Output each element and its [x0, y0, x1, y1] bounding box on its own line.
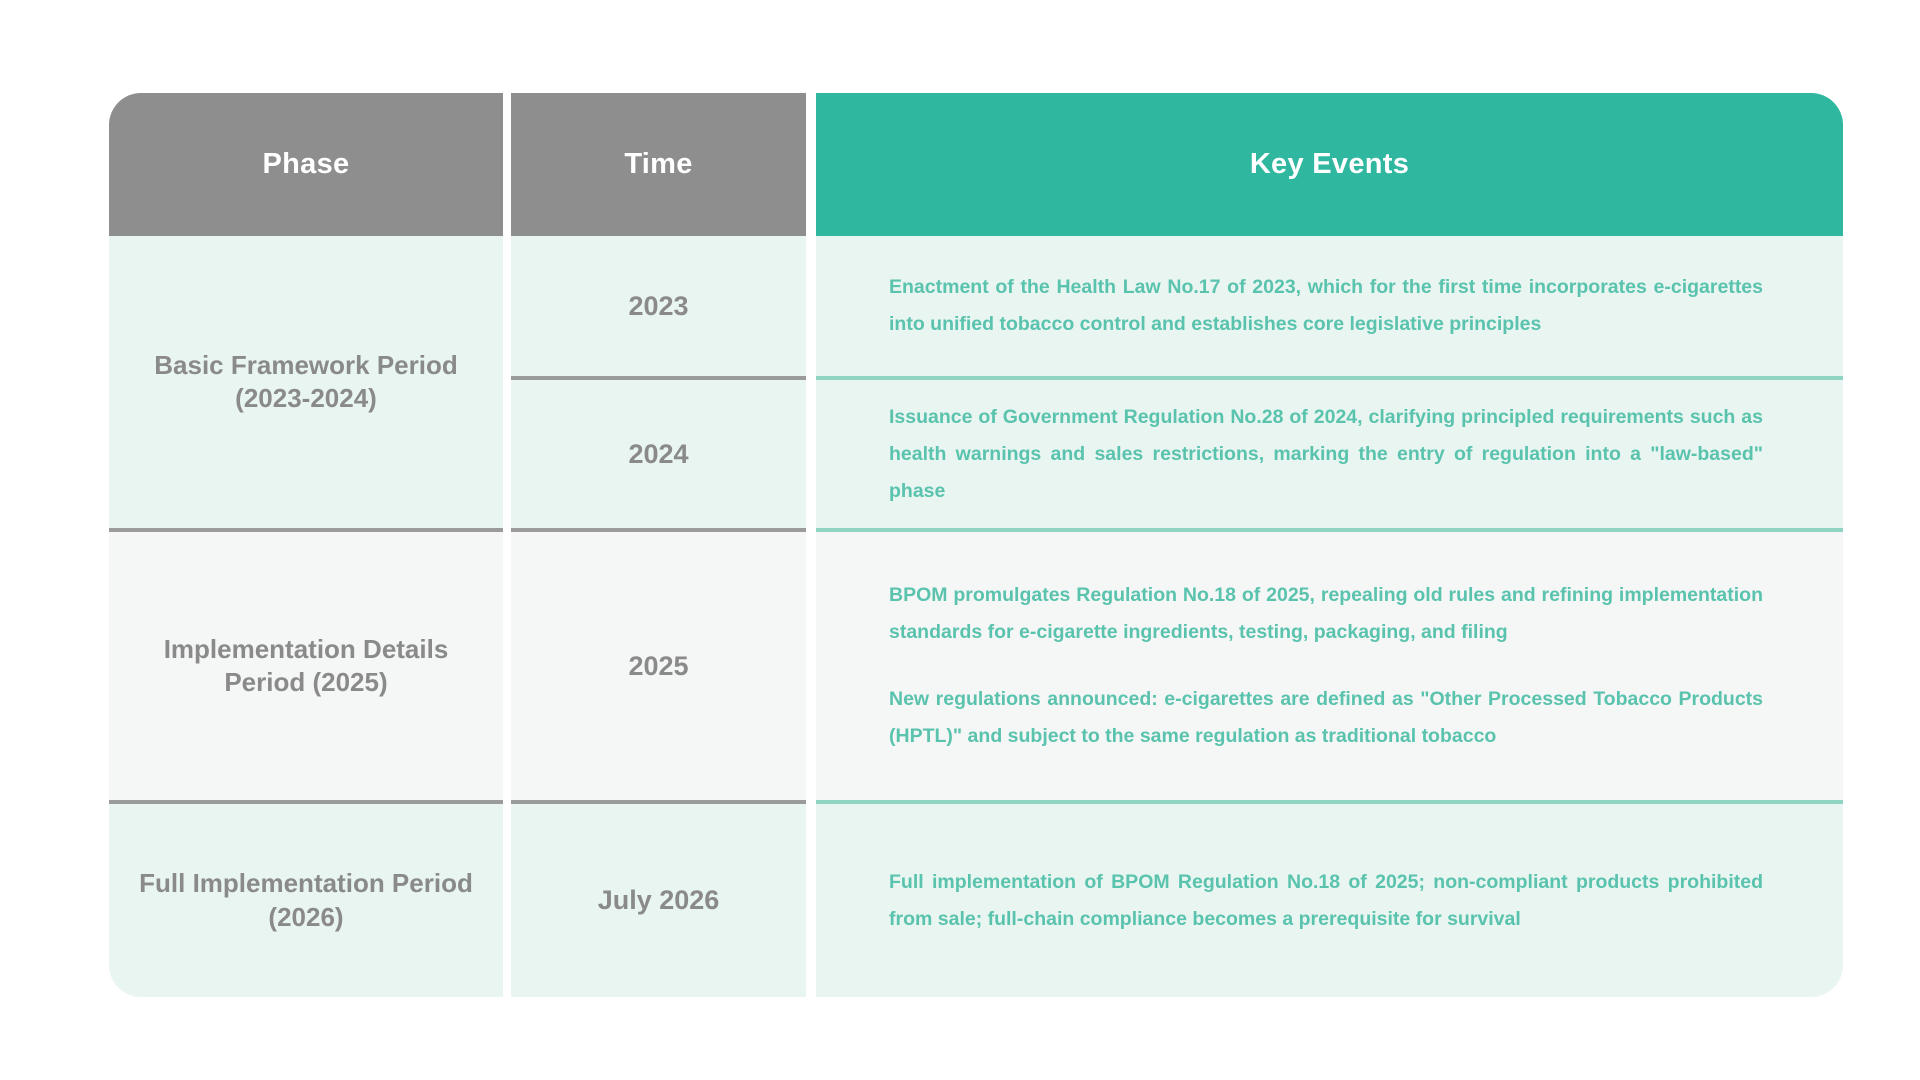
time-value: July 2026: [597, 885, 720, 915]
event-cell-2024: Issuance of Government Regulation No.28 …: [816, 376, 1843, 528]
regulation-timeline-table: Phase Basic Framework Period (2023-2024)…: [109, 93, 1843, 997]
column-gap: [806, 93, 816, 997]
time-cell-july-2026: July 2026: [511, 800, 806, 997]
phase-label: Implementation Details Period (2025): [163, 633, 449, 697]
key-events-column-header: Key Events: [816, 93, 1843, 236]
event-paragraph: Full implementation of BPOM Regulation N…: [889, 870, 1763, 930]
column-key-events: Key Events Enactment of the Health Law N…: [816, 93, 1843, 997]
time-header-label: Time: [624, 148, 693, 180]
time-value: 2023: [628, 290, 689, 321]
phase-cell-basic-framework: Basic Framework Period (2023-2024): [109, 236, 503, 528]
phase-label: Full Implementation Period (2026): [139, 868, 473, 932]
event-paragraph: Enactment of the Health Law No.17 of 202…: [889, 276, 1763, 335]
event-cell-2025: BPOM promulgates Regulation No.18 of 202…: [816, 528, 1843, 800]
time-value: 2024: [628, 438, 689, 469]
time-cell-2023: 2023: [511, 236, 806, 376]
time-column-header: Time: [511, 93, 806, 236]
column-gap: [503, 93, 511, 997]
time-cell-2024: 2024: [511, 376, 806, 528]
event-cell-july-2026: Full implementation of BPOM Regulation N…: [816, 800, 1843, 997]
key-events-header-label: Key Events: [1249, 148, 1410, 180]
phase-column-header: Phase: [109, 93, 503, 236]
column-phase: Phase Basic Framework Period (2023-2024)…: [109, 93, 503, 997]
column-time: Time 2023 2024 2025 July 2026: [511, 93, 806, 997]
phase-label: Basic Framework Period (2023-2024): [154, 349, 458, 413]
phase-cell-implementation-details: Implementation Details Period (2025): [109, 528, 503, 800]
time-cell-2025: 2025: [511, 528, 806, 800]
event-paragraph: Issuance of Government Regulation No.28 …: [889, 405, 1763, 502]
event-paragraph: New regulations announced: e-cigarettes …: [889, 688, 1763, 747]
time-value: 2025: [628, 650, 689, 681]
phase-header-label: Phase: [262, 148, 350, 180]
phase-cell-full-implementation: Full Implementation Period (2026): [109, 800, 503, 997]
event-cell-2023: Enactment of the Health Law No.17 of 202…: [816, 236, 1843, 376]
event-paragraph: BPOM promulgates Regulation No.18 of 202…: [889, 584, 1763, 643]
